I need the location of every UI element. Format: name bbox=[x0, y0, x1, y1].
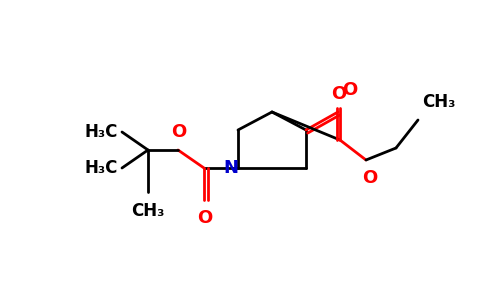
Text: N: N bbox=[223, 159, 238, 177]
Text: O: O bbox=[363, 169, 378, 187]
Text: O: O bbox=[332, 85, 347, 103]
Text: H₃C: H₃C bbox=[85, 159, 118, 177]
Text: O: O bbox=[171, 123, 187, 141]
Text: O: O bbox=[197, 209, 212, 227]
Text: CH₃: CH₃ bbox=[131, 202, 165, 220]
Text: O: O bbox=[342, 81, 358, 99]
Text: H₃C: H₃C bbox=[85, 123, 118, 141]
Text: CH₃: CH₃ bbox=[422, 93, 455, 111]
